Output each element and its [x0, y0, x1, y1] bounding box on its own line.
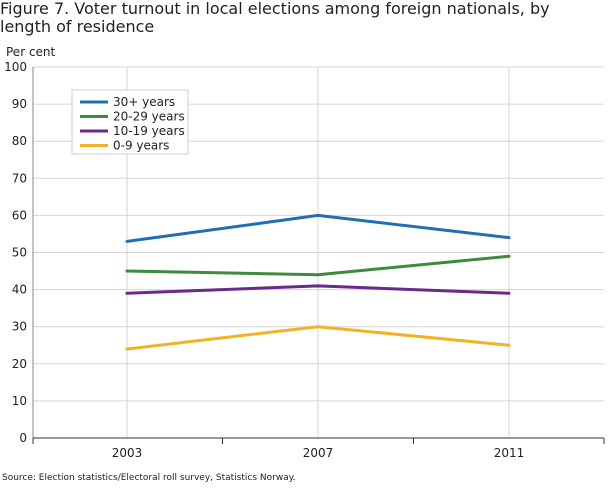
series-line-0 [125, 213, 511, 243]
series-layer [125, 213, 511, 351]
y-axis-label: Per cent [6, 45, 56, 59]
y-tick-label-50: 50 [12, 246, 27, 260]
x-tick-label-2007: 2007 [303, 446, 334, 460]
y-tick-label-90: 90 [12, 97, 27, 111]
y-tick-label-40: 40 [12, 283, 27, 297]
grid-layer [33, 66, 604, 438]
x-tick-label-2003: 2003 [112, 446, 143, 460]
series-line-1 [125, 254, 511, 277]
series-line-3 [125, 325, 511, 351]
y-tick-label-0: 0 [19, 431, 27, 445]
y-tick-label-100: 100 [4, 60, 27, 74]
y-tick-label-30: 30 [12, 320, 27, 334]
y-tick-label-70: 70 [12, 171, 27, 185]
legend-label-0: 30+ years [113, 95, 175, 109]
y-tick-label-10: 10 [12, 394, 27, 408]
series-line-2 [125, 284, 511, 295]
y-tick-label-80: 80 [12, 134, 27, 148]
axis-layer: 0 10 20 30 40 50 60 70 80 90 100 2003 2007 2011 [4, 60, 605, 460]
chart-title: Figure 7. Voter turnout in local electio… [0, 0, 550, 36]
x-tick-label-2011: 2011 [494, 446, 525, 460]
y-tick-label-60: 60 [12, 208, 27, 222]
legend-label-3: 0-9 years [113, 139, 169, 153]
source-note: Source: Election statistics/Electoral ro… [2, 473, 296, 483]
y-tick-label-20: 20 [12, 357, 27, 371]
legend-label-2: 10-19 years [113, 124, 185, 138]
legend-label-1: 20-29 years [113, 110, 185, 124]
